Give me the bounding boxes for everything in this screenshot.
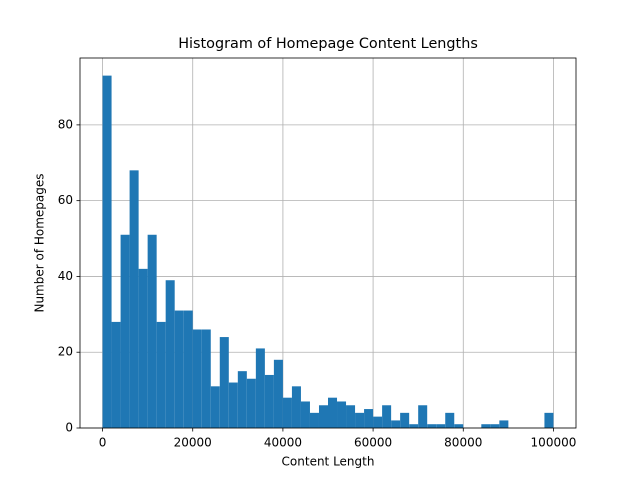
x-tick-label: 0 — [99, 436, 107, 450]
bar — [373, 416, 383, 428]
bar — [210, 386, 220, 428]
bar — [355, 412, 365, 428]
bars — [102, 75, 554, 429]
bar — [201, 329, 211, 428]
bar — [382, 405, 392, 428]
y-tick-label: 60 — [58, 193, 73, 207]
bar — [409, 424, 419, 428]
bar — [273, 359, 283, 428]
bar — [102, 75, 112, 428]
bar — [337, 401, 347, 428]
bar — [436, 424, 446, 428]
bar — [300, 401, 310, 428]
bar — [219, 337, 229, 428]
bar — [481, 424, 491, 428]
x-axis-label: Content Length — [282, 455, 375, 469]
x-tick-label: 20000 — [174, 436, 212, 450]
bar — [237, 371, 247, 428]
plot-frame — [79, 57, 577, 429]
bar — [246, 378, 256, 428]
bar — [454, 424, 464, 428]
x-tick-label: 100000 — [531, 436, 577, 450]
bar — [147, 234, 157, 428]
bar — [111, 321, 121, 428]
bar — [291, 386, 301, 428]
bar — [255, 348, 265, 428]
bar — [400, 412, 410, 428]
bar — [228, 382, 238, 428]
y-tick-label: 20 — [58, 345, 73, 359]
x-tick-label: 40000 — [264, 436, 302, 450]
bar — [427, 424, 437, 428]
bar — [318, 405, 328, 428]
bar — [165, 280, 175, 428]
bar — [364, 409, 374, 428]
y-tick-label: 0 — [65, 421, 73, 435]
bar — [346, 405, 356, 428]
bar — [544, 412, 554, 428]
bar — [418, 405, 428, 428]
bar — [490, 424, 500, 428]
bar — [183, 310, 193, 428]
x-tick-label: 60000 — [354, 436, 392, 450]
bar — [192, 329, 202, 428]
bar — [391, 420, 401, 428]
y-axis-label: Number of Homepages — [33, 173, 47, 312]
bar — [156, 321, 166, 428]
bar — [138, 268, 148, 428]
x-tick-label: 80000 — [444, 436, 482, 450]
bar — [282, 397, 292, 428]
y-tick-label: 40 — [58, 269, 73, 283]
bar — [499, 420, 509, 428]
bar — [328, 397, 338, 428]
bar — [264, 374, 274, 428]
bar — [129, 170, 139, 429]
bar — [309, 412, 319, 428]
chart-title: Histogram of Homepage Content Lengths — [178, 36, 478, 52]
y-tick-label: 80 — [58, 117, 73, 131]
bar — [174, 310, 184, 428]
bar — [445, 412, 455, 428]
bar — [120, 234, 130, 428]
